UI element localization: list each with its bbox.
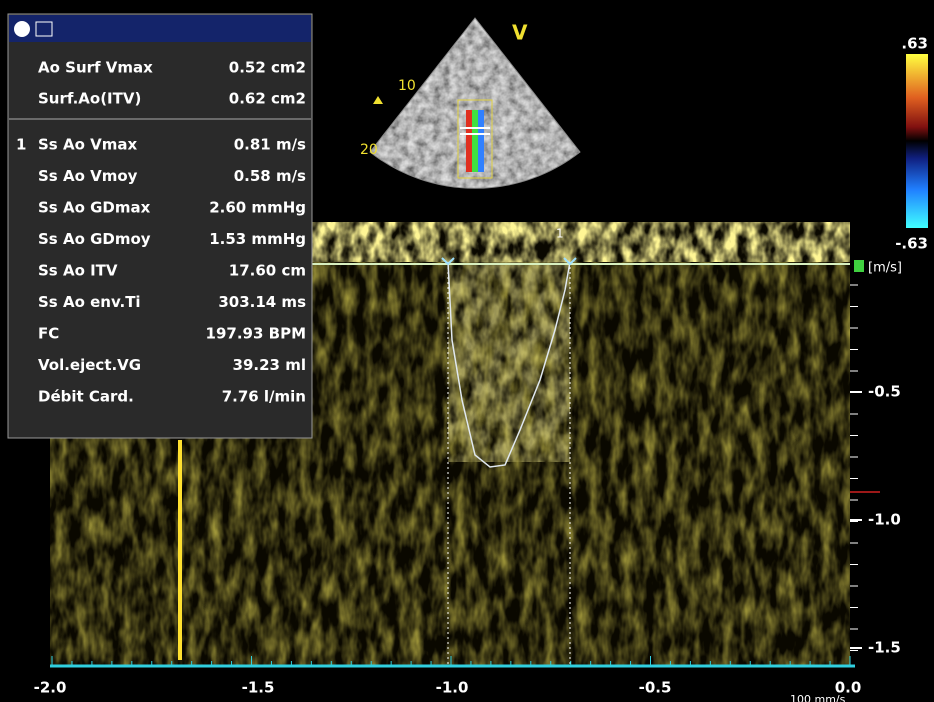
cursor-label: 1 (556, 227, 564, 241)
measure-label: FC (38, 325, 59, 343)
measure-label: Surf.Ao(ITV) (38, 90, 141, 108)
measure-label: Ss Ao Vmoy (38, 167, 138, 185)
depth-label: 10 (398, 78, 416, 94)
measure-value: 39.23 ml (233, 356, 306, 374)
flow-signal (448, 262, 570, 462)
velocity-envelope (447, 261, 571, 468)
measure-value: 0.62 cm2 (229, 90, 306, 108)
time-label: -1.5 (242, 679, 275, 697)
measure-value: 197.93 BPM (206, 325, 306, 343)
sweep-speed: 100 mm/s (790, 693, 846, 702)
color-flow (466, 110, 472, 172)
sector-outline (369, 17, 581, 189)
measure-label: Ss Ao Vmax (38, 136, 137, 154)
color-box (457, 99, 493, 179)
time-label: -0.5 (639, 679, 672, 697)
measure-value: 0.52 cm2 (229, 59, 306, 77)
sector-mode: V (512, 21, 528, 45)
color-scale-max: .63 (901, 35, 928, 53)
time-label: -2.0 (34, 679, 67, 697)
measure-value: 1.53 mmHg (209, 230, 306, 248)
measure-label: Ss Ao GDmax (38, 199, 151, 217)
measure-index: 1 (16, 136, 26, 154)
color-bar (906, 54, 928, 228)
time-label: -1.0 (436, 679, 469, 697)
measure-label: Vol.eject.VG (38, 356, 141, 374)
measure-label: Ss Ao ITV (38, 262, 118, 280)
velocity-label: -1.5 (868, 639, 901, 657)
time-label: 0.0 (835, 679, 862, 697)
measure-value: 0.58 m/s (234, 167, 306, 185)
measurement-panel (7, 13, 313, 439)
measure-label: Ao Surf Vmax (38, 59, 153, 77)
measure-value: 303.14 ms (218, 293, 306, 311)
color-scale-min: -.63 (895, 235, 928, 253)
color-flow (478, 110, 484, 172)
depth-label: 20 (360, 142, 378, 158)
panel-bg (7, 13, 313, 439)
focus-marker (373, 96, 383, 104)
measure-label: Débit Card. (38, 388, 134, 406)
panel-icon (35, 21, 53, 37)
color-flow (472, 110, 478, 172)
measure-value: 0.81 m/s (234, 136, 306, 154)
measure-label: Ss Ao env.Ti (38, 293, 141, 311)
cursor-marks (441, 257, 577, 266)
velocity-label: -1.0 (868, 511, 901, 529)
velocity-unit: [m/s] (868, 261, 902, 276)
measure-value: 7.76 l/min (222, 388, 306, 406)
baseline-marker (854, 260, 864, 272)
velocity-label: -0.5 (868, 383, 901, 401)
measure-value: 2.60 mmHg (209, 199, 306, 217)
sector-image (369, 17, 581, 189)
measure-label: Ss Ao GDmoy (38, 230, 151, 248)
measure-value: 17.60 cm (229, 262, 306, 280)
panel-icon (14, 21, 30, 37)
panel-header (9, 15, 311, 42)
